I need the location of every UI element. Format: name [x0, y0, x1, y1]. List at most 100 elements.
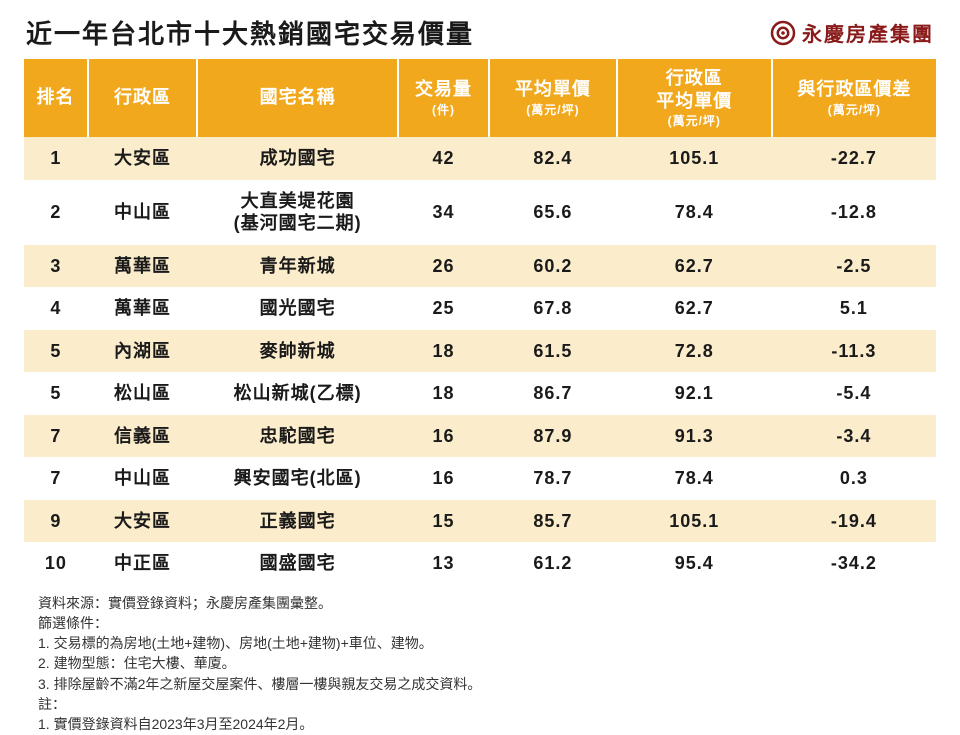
cell-diff: 5.1 — [772, 287, 936, 330]
footnote-line: 1. 實價登錄資料自2023年3月至2024年2月。 — [38, 714, 930, 734]
cell-avg: 67.8 — [489, 287, 617, 330]
th-district: 行政區 — [88, 59, 197, 137]
page: 近一年台北市十大熱銷國宅交易價量 永慶房產集團 排名 行政區 國宅名稱 交易量(… — [0, 0, 960, 720]
cell-volume: 26 — [398, 245, 489, 288]
brand-text: 永慶房產集團 — [802, 18, 934, 47]
cell-name: 大直美堤花園(基河國宅二期) — [197, 180, 398, 245]
page-header: 近一年台北市十大熱銷國宅交易價量 永慶房產集團 — [0, 0, 960, 59]
cell-name: 成功國宅 — [197, 137, 398, 180]
cell-name: 國光國宅 — [197, 287, 398, 330]
cell-avg: 86.7 — [489, 372, 617, 415]
cell-rank: 1 — [24, 137, 88, 180]
brand-block: 永慶房產集團 — [770, 18, 934, 47]
cell-volume: 42 — [398, 137, 489, 180]
cell-name: 忠駝國宅 — [197, 415, 398, 458]
table-row: 9大安區正義國宅1585.7105.1-19.4 — [24, 500, 936, 543]
cell-district: 信義區 — [88, 415, 197, 458]
cell-diff: -2.5 — [772, 245, 936, 288]
cell-volume: 13 — [398, 542, 489, 585]
cell-avg: 87.9 — [489, 415, 617, 458]
th-diff: 與行政區價差(萬元/坪) — [772, 59, 936, 137]
th-volume: 交易量(件) — [398, 59, 489, 137]
cell-diff: 0.3 — [772, 457, 936, 500]
cell-volume: 25 — [398, 287, 489, 330]
table-row: 1大安區成功國宅4282.4105.1-22.7 — [24, 137, 936, 180]
cell-rank: 5 — [24, 372, 88, 415]
cell-rank: 4 — [24, 287, 88, 330]
cell-regavg: 91.3 — [617, 415, 772, 458]
footnote-line: 3. 排除屋齡不滿2年之新屋交屋案件、樓層一樓與親友交易之成交資料。 — [38, 674, 930, 694]
cell-diff: -11.3 — [772, 330, 936, 373]
cell-regavg: 72.8 — [617, 330, 772, 373]
cell-regavg: 62.7 — [617, 287, 772, 330]
cell-regavg: 92.1 — [617, 372, 772, 415]
cell-district: 內湖區 — [88, 330, 197, 373]
table-row: 3萬華區青年新城2660.262.7-2.5 — [24, 245, 936, 288]
table-row: 2中山區大直美堤花園(基河國宅二期)3465.678.4-12.8 — [24, 180, 936, 245]
cell-rank: 2 — [24, 180, 88, 245]
table-row: 5松山區松山新城(乙標)1886.792.1-5.4 — [24, 372, 936, 415]
cell-district: 中山區 — [88, 180, 197, 245]
th-name: 國宅名稱 — [197, 59, 398, 137]
cell-name: 興安國宅(北區) — [197, 457, 398, 500]
cell-volume: 18 — [398, 372, 489, 415]
footnote-line: 1. 交易標的為房地(土地+建物)、房地(土地+建物)+車位、建物。 — [38, 633, 930, 653]
footnote-line: 篩選條件： — [38, 613, 930, 633]
table-row: 7中山區興安國宅(北區)1678.778.40.3 — [24, 457, 936, 500]
cell-volume: 18 — [398, 330, 489, 373]
table-row: 7信義區忠駝國宅1687.991.3-3.4 — [24, 415, 936, 458]
cell-name: 麥帥新城 — [197, 330, 398, 373]
table-head: 排名 行政區 國宅名稱 交易量(件) 平均單價(萬元/坪) 行政區平均單價(萬元… — [24, 59, 936, 137]
footnote-line: 資料來源：實價登錄資料；永慶房產集團彙整。 — [38, 593, 930, 613]
table-body: 1大安區成功國宅4282.4105.1-22.72中山區大直美堤花園(基河國宅二… — [24, 137, 936, 585]
cell-name: 國盛國宅 — [197, 542, 398, 585]
cell-diff: -34.2 — [772, 542, 936, 585]
cell-rank: 3 — [24, 245, 88, 288]
table-container: 排名 行政區 國宅名稱 交易量(件) 平均單價(萬元/坪) 行政區平均單價(萬元… — [0, 59, 960, 585]
cell-rank: 5 — [24, 330, 88, 373]
cell-rank: 10 — [24, 542, 88, 585]
th-avg: 平均單價(萬元/坪) — [489, 59, 617, 137]
cell-avg: 82.4 — [489, 137, 617, 180]
cell-regavg: 105.1 — [617, 500, 772, 543]
cell-regavg: 78.4 — [617, 180, 772, 245]
cell-district: 萬華區 — [88, 245, 197, 288]
cell-name: 正義國宅 — [197, 500, 398, 543]
cell-diff: -12.8 — [772, 180, 936, 245]
brand-logo-icon — [770, 20, 796, 46]
table-row: 5內湖區麥帥新城1861.572.8-11.3 — [24, 330, 936, 373]
page-title: 近一年台北市十大熱銷國宅交易價量 — [26, 14, 474, 51]
cell-district: 松山區 — [88, 372, 197, 415]
cell-rank: 7 — [24, 415, 88, 458]
cell-district: 萬華區 — [88, 287, 197, 330]
th-regavg: 行政區平均單價(萬元/坪) — [617, 59, 772, 137]
cell-rank: 9 — [24, 500, 88, 543]
cell-volume: 16 — [398, 415, 489, 458]
table-row: 10中正區國盛國宅1361.295.4-34.2 — [24, 542, 936, 585]
cell-avg: 61.5 — [489, 330, 617, 373]
cell-diff: -22.7 — [772, 137, 936, 180]
cell-name: 松山新城(乙標) — [197, 372, 398, 415]
table-row: 4萬華區國光國宅2567.862.75.1 — [24, 287, 936, 330]
cell-rank: 7 — [24, 457, 88, 500]
cell-regavg: 105.1 — [617, 137, 772, 180]
cell-district: 大安區 — [88, 500, 197, 543]
cell-avg: 78.7 — [489, 457, 617, 500]
cell-avg: 85.7 — [489, 500, 617, 543]
cell-district: 中山區 — [88, 457, 197, 500]
footnote-line: 註： — [38, 694, 930, 714]
cell-regavg: 95.4 — [617, 542, 772, 585]
cell-diff: -3.4 — [772, 415, 936, 458]
cell-avg: 60.2 — [489, 245, 617, 288]
cell-regavg: 62.7 — [617, 245, 772, 288]
cell-regavg: 78.4 — [617, 457, 772, 500]
footnote-line: 2. 建物型態：住宅大樓、華廈。 — [38, 653, 930, 673]
cell-volume: 16 — [398, 457, 489, 500]
cell-avg: 61.2 — [489, 542, 617, 585]
cell-avg: 65.6 — [489, 180, 617, 245]
th-rank: 排名 — [24, 59, 88, 137]
ranking-table: 排名 行政區 國宅名稱 交易量(件) 平均單價(萬元/坪) 行政區平均單價(萬元… — [24, 59, 936, 585]
cell-diff: -5.4 — [772, 372, 936, 415]
cell-volume: 15 — [398, 500, 489, 543]
cell-name: 青年新城 — [197, 245, 398, 288]
